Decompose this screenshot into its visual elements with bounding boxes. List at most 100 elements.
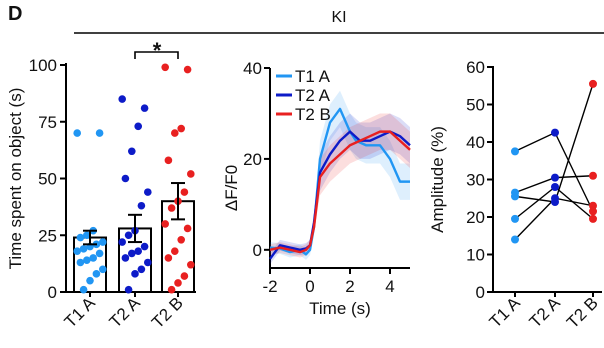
paired-plot-amplitude: 0 10 20 30 40 50 60 Amplitude (%) T1 A T2 A T2 B bbox=[428, 58, 602, 332]
data-point bbox=[589, 79, 597, 88]
data-point bbox=[161, 220, 169, 228]
x-tick-label: T2 B bbox=[148, 293, 187, 332]
data-point bbox=[551, 194, 559, 203]
data-point bbox=[167, 204, 176, 212]
y-tick-label: 40 bbox=[243, 59, 262, 78]
y-tick-label: 40 bbox=[466, 133, 485, 152]
y-tick-label: 10 bbox=[466, 246, 485, 265]
series-sem-band bbox=[270, 113, 410, 265]
group-label: KI bbox=[331, 9, 346, 26]
data-point bbox=[164, 254, 173, 262]
data-point bbox=[180, 188, 189, 196]
data-point bbox=[118, 238, 126, 246]
series-line bbox=[269, 130, 411, 254]
data-point bbox=[551, 173, 559, 182]
data-point bbox=[83, 231, 91, 240]
y-tick-label: 50 bbox=[466, 96, 485, 115]
data-point bbox=[589, 171, 597, 180]
y-tick-label: 0 bbox=[48, 283, 57, 302]
data-point bbox=[183, 65, 192, 74]
data-point bbox=[131, 270, 139, 278]
data-point bbox=[134, 122, 142, 131]
x-tick-label: 0 bbox=[305, 277, 314, 296]
data-point bbox=[177, 124, 185, 133]
y-tick-label: 20 bbox=[466, 208, 485, 227]
y-tick-label: 0 bbox=[476, 283, 485, 302]
data-point bbox=[83, 256, 91, 265]
data-point bbox=[144, 258, 152, 267]
data-point bbox=[180, 272, 189, 280]
x-tick-label: T1 A bbox=[486, 293, 525, 332]
series-line bbox=[269, 130, 411, 260]
data-point bbox=[187, 170, 195, 178]
data-point bbox=[140, 242, 149, 251]
y-tick-label: 30 bbox=[466, 171, 485, 190]
data-point bbox=[177, 235, 185, 244]
legend-label: T1 A bbox=[295, 67, 331, 86]
data-point bbox=[79, 285, 88, 294]
data-point bbox=[99, 238, 107, 246]
data-point bbox=[92, 270, 101, 278]
data-point bbox=[73, 247, 81, 255]
data-point bbox=[187, 260, 195, 269]
data-point bbox=[95, 249, 104, 258]
data-point bbox=[171, 129, 179, 137]
x-axis-label: Time (s) bbox=[309, 299, 371, 318]
data-point bbox=[99, 265, 107, 274]
data-point bbox=[121, 174, 130, 183]
data-point bbox=[511, 147, 519, 156]
data-point bbox=[551, 183, 559, 191]
y-axis-label: Time spent on object (s) bbox=[6, 88, 25, 270]
data-point bbox=[137, 201, 146, 210]
significance-marker: * bbox=[153, 38, 162, 63]
data-point bbox=[589, 201, 597, 210]
y-tick-label: 50 bbox=[38, 170, 57, 189]
y-tick-label: 0 bbox=[253, 241, 262, 260]
x-tick-label: T2 B bbox=[563, 293, 602, 332]
y-tick-label: 60 bbox=[466, 58, 485, 77]
legend-label: T2 B bbox=[295, 105, 331, 124]
x-tick-label: 2 bbox=[345, 277, 354, 296]
data-point bbox=[589, 207, 597, 216]
data-point bbox=[171, 247, 179, 255]
data-point bbox=[73, 129, 81, 137]
data-point bbox=[140, 104, 149, 112]
y-tick-label: 25 bbox=[38, 226, 57, 245]
y-tick-label: 75 bbox=[38, 113, 57, 132]
data-point bbox=[511, 192, 519, 201]
data-point bbox=[121, 254, 130, 262]
data-point bbox=[183, 224, 192, 233]
data-point bbox=[86, 276, 94, 285]
data-point bbox=[76, 258, 85, 267]
data-point bbox=[174, 279, 182, 287]
data-point bbox=[124, 285, 133, 294]
data-point bbox=[164, 156, 173, 165]
x-tick-label: T2 A bbox=[526, 293, 565, 332]
data-point bbox=[167, 285, 176, 294]
y-axis-label: ΔF/F0 bbox=[222, 165, 241, 211]
data-point bbox=[79, 245, 88, 253]
data-point bbox=[118, 95, 126, 103]
series-sem-band bbox=[270, 113, 410, 258]
data-point bbox=[134, 247, 142, 255]
data-point bbox=[137, 265, 146, 274]
legend-label: T2 A bbox=[295, 86, 331, 105]
x-tick-label: T1 A bbox=[61, 293, 100, 332]
x-tick-label: 4 bbox=[385, 277, 394, 296]
y-axis-label: Amplitude (%) bbox=[428, 126, 447, 233]
data-point bbox=[76, 233, 85, 242]
data-point bbox=[95, 129, 104, 137]
data-point bbox=[551, 128, 559, 137]
data-point bbox=[124, 231, 133, 240]
data-point bbox=[511, 214, 519, 223]
data-point bbox=[511, 235, 519, 244]
significance-bracket bbox=[134, 51, 179, 59]
data-point bbox=[589, 214, 597, 223]
panel-letter: D bbox=[8, 3, 22, 25]
y-tick-label: 20 bbox=[243, 150, 262, 169]
data-point bbox=[161, 63, 169, 72]
x-tick-label: -2 bbox=[262, 277, 277, 296]
